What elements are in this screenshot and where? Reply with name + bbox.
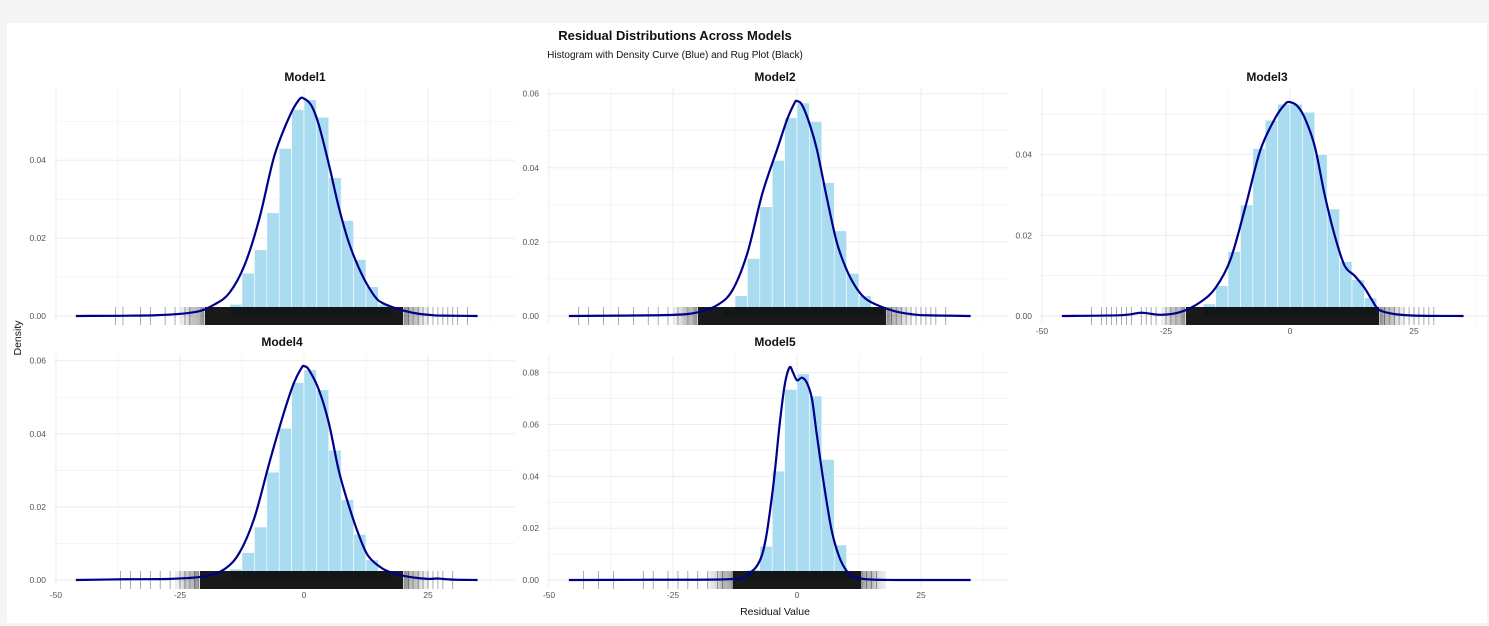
panel-title: Model1 [284,70,326,84]
histogram-bar [266,471,280,581]
x-tick-label: 0 [1288,326,1293,336]
x-tick-label: -50 [1036,326,1049,336]
histogram-bar [771,160,785,317]
y-tick-label: 0.02 [1015,230,1032,240]
rug-dense-band [204,307,404,325]
histogram-bars [229,369,392,581]
histogram-bar [303,369,317,581]
chart-subtitle: Histogram with Density Curve (Blue) and … [547,50,803,61]
x-axis-label: Residual Value [740,606,810,618]
x-tick-label: -25 [667,590,680,600]
histogram-bars [1202,103,1378,317]
panel-title: Model5 [754,335,796,349]
y-tick-label: 0.00 [29,311,46,321]
y-tick-label: 0.04 [522,163,539,173]
histogram-bar [266,212,280,317]
faceted-histogram-chart: Residual Distributions Across Models His… [12,28,1487,618]
panel-model4: Model4 0.00 0.02 0.04 0.06 -50 -25 0 25 [29,335,515,600]
histogram-bar [1277,103,1291,317]
density-curve [568,365,971,582]
x-tick-label: 25 [1409,326,1419,336]
rug-plot [583,571,886,589]
rug-dense-band [732,571,862,589]
histogram-bar [784,389,798,581]
y-tick-label: 0.04 [29,155,46,165]
y-tick-label: 0.04 [1015,150,1032,160]
histogram-bar [303,99,317,317]
y-tick-label: 0.00 [29,575,46,585]
y-tick-label: 0.04 [522,471,539,481]
histogram-bar [809,121,823,317]
x-tick-label: -50 [50,590,63,600]
histogram-bar [784,117,798,317]
x-tick-label: 0 [795,590,800,600]
y-tick-label: 0.02 [29,502,46,512]
histogram-bar [1264,119,1278,317]
panel-title: Model2 [754,70,796,84]
x-tick-label: -25 [174,590,187,600]
chart-title: Residual Distributions Across Models [558,28,792,43]
y-tick-label: 0.00 [522,575,539,585]
panel-model2: Model2 0.00 0.02 0.04 0.06 [522,70,1008,325]
x-tick-label: -25 [1160,326,1173,336]
rug-dense-band [697,307,887,325]
histogram-bar [328,177,342,317]
panel-model5: Model5 0.00 0.02 0.04 0.06 0.08 -50 -25 0 25 [522,335,1008,600]
y-axis-label: Density [12,320,24,356]
histogram-bar [796,102,810,317]
histogram-bar [1326,208,1340,317]
density-curve [75,96,478,318]
y-tick-label: 0.00 [1015,311,1032,321]
panel-model1: Model1 0.00 0.02 0.04 [29,70,515,325]
panel-title: Model3 [1246,70,1288,84]
histogram-bar [1289,103,1303,317]
y-tick-label: 0.06 [29,356,46,366]
y-tick-label: 0.02 [522,237,539,247]
histogram-bar [316,116,330,317]
facet-panels: Model1 0.00 0.02 0.04 Model2 0.00 0.02 0.04 0.06… [29,70,1487,600]
histogram-bar [278,148,292,317]
panel-title: Model4 [261,335,303,349]
rug-plot [120,571,454,589]
y-tick-label: 0.06 [522,89,539,99]
x-tick-label: 25 [916,590,926,600]
density-curve [1061,100,1464,318]
histogram-bar [759,206,773,317]
density-curve [568,99,971,318]
histogram-bar [291,109,305,317]
rug-dense-band [199,571,404,589]
y-tick-label: 0.02 [29,233,46,243]
y-tick-label: 0.08 [522,368,539,378]
y-tick-label: 0.06 [522,419,539,429]
histogram-bar [796,373,810,581]
histogram-bar [291,382,305,581]
x-tick-label: -50 [543,590,556,600]
plot-canvas: Residual Distributions Across Models His… [7,23,1487,623]
density-curve [75,364,478,582]
panel-model3: Model3 0.00 0.02 0.04 -50 -25 0 25 [1015,70,1487,336]
histogram-bars [722,102,885,317]
y-tick-label: 0.02 [522,523,539,533]
histogram-bar [254,249,268,317]
rug-plot [578,307,947,325]
x-tick-label: 0 [302,590,307,600]
rug-dense-band [1185,307,1380,325]
x-tick-label: 25 [423,590,433,600]
histogram-bar [278,427,292,581]
y-tick-label: 0.04 [29,429,46,439]
y-tick-label: 0.00 [522,311,539,321]
rug-plot [1091,307,1435,325]
